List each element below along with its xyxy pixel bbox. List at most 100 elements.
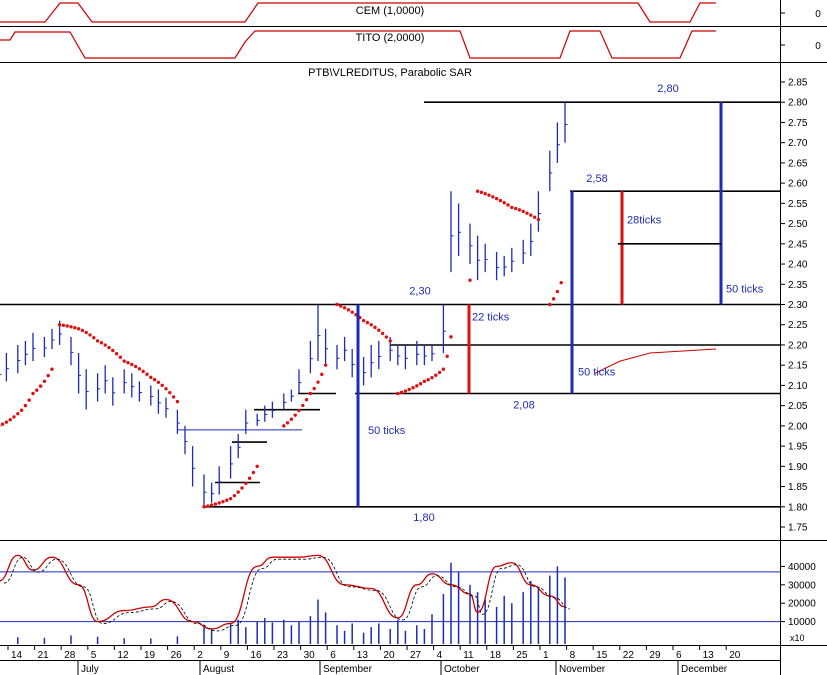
sar-dot [0, 422, 5, 426]
lower-y-axis-tick-label: 40000 [788, 562, 816, 573]
y-axis-tick-label: 2.45 [788, 239, 808, 250]
x-axis-day-label: 20 [383, 650, 395, 661]
y-axis-tick-label: 2.50 [788, 219, 808, 230]
lower-y-axis-tick-label: 10000 [788, 617, 816, 628]
sar-dot [232, 493, 237, 498]
sar-dot [209, 503, 214, 507]
sar-dot [384, 335, 389, 339]
sar-dot [42, 379, 47, 383]
sar-dot [23, 403, 28, 408]
sar-dot [468, 278, 472, 282]
sar-dot [130, 362, 134, 367]
sar-dot [289, 417, 294, 421]
sar-dot [529, 213, 533, 217]
x-axis-day-label: 16 [250, 650, 262, 661]
volume-bars [17, 562, 566, 644]
sar-dot [141, 369, 145, 374]
y-axis-tick-label: 2.75 [788, 118, 808, 129]
sar-dot [122, 359, 126, 363]
y-axis-tick-label: 2.25 [788, 320, 808, 331]
chart-annotation: 50 ticks [368, 425, 406, 437]
sar-dot [418, 381, 423, 386]
x-axis-day-label: 26 [171, 650, 183, 661]
x-axis-day-label: 12 [117, 650, 129, 661]
sar-dot [168, 390, 172, 395]
y-axis-tick-label: 2.10 [788, 381, 808, 392]
x-axis-day-label: 8 [570, 650, 576, 661]
sar-dot [449, 335, 453, 339]
sar-dot [50, 367, 54, 371]
x-axis-day-label: 29 [649, 650, 661, 661]
sar-dot [57, 323, 62, 327]
sar-dot [61, 323, 66, 327]
sar-dot [407, 387, 411, 392]
sar-dot [551, 297, 556, 301]
chart-annotation: 50 ticks [578, 366, 616, 378]
sar-dot [548, 302, 552, 307]
y-axis-tick-label: 2.60 [788, 179, 808, 190]
cem-panel: CEM (1,0000) 0 [0, 2, 821, 23]
x-axis-day-label: 28 [64, 650, 76, 661]
sar-dot [293, 413, 297, 417]
sar-dot [213, 502, 218, 506]
sar-dot [491, 195, 495, 199]
sar-dot [99, 341, 104, 345]
x-axis-day-label: 4 [437, 650, 443, 661]
sar-dot [335, 302, 339, 307]
chart-annotation: 2,08 [513, 400, 534, 412]
lower-y-axis-tick-label: 30000 [788, 580, 816, 591]
sar-dot [285, 421, 290, 425]
main-panel: PTB\VLREDITUS, Parabolic SAR 1.75 1.80 1.8… [0, 67, 808, 534]
sar-dot [206, 504, 210, 508]
sar-dot [35, 388, 39, 392]
cem-indicator-line [0, 2, 716, 23]
sar-dot [175, 399, 180, 404]
x-axis-month-label: August [203, 664, 234, 675]
y-axis-tick-label: 2.20 [788, 340, 808, 351]
sar-dot [369, 323, 373, 327]
parabolic-sar-dots [0, 189, 563, 509]
sar-dot [133, 364, 138, 369]
y-axis-tick-label: 1.90 [788, 462, 808, 473]
lower-y-axis-tick-label: 20000 [788, 599, 816, 610]
sar-dot [84, 330, 88, 335]
sar-dot [73, 326, 77, 330]
cem-panel-label: CEM (1,0000) [356, 5, 424, 17]
sar-dot [4, 420, 9, 424]
y-axis-tick-label: 2.85 [788, 78, 808, 89]
x-axis-day-label: 20 [729, 650, 741, 661]
x-axis-day-label: 5 [91, 650, 97, 661]
y-axis-tick-label: 1.95 [788, 442, 808, 453]
sar-dot [282, 424, 286, 428]
sar-dot [221, 499, 225, 504]
sar-dot [236, 490, 240, 494]
x-axis-day-label: 27 [410, 650, 422, 661]
sar-dot [498, 198, 503, 203]
sar-dot [160, 383, 164, 388]
sar-dot [536, 217, 541, 222]
tito-indicator-line [0, 30, 716, 59]
y-axis-tick-label: 2.00 [788, 421, 808, 432]
sar-dot [437, 370, 442, 375]
sar-dot [320, 372, 324, 377]
sar-dot [251, 470, 256, 475]
sar-dot [426, 378, 430, 382]
lower-y-axis: 10000 20000 30000 40000 [0, 562, 816, 628]
x-axis-day-label: 11 [463, 650, 474, 661]
x-axis-day-label: 6 [676, 650, 682, 661]
chart-annotation: 22 ticks [472, 312, 510, 324]
sar-dot [525, 211, 529, 215]
sar-dot [308, 391, 313, 396]
lower-unit-label: x10 [790, 633, 805, 643]
y-axis-tick-label: 2.30 [788, 300, 808, 311]
x-axis-day-label: 21 [38, 650, 50, 661]
tito-panel-label: TITO (2,0000) [356, 32, 425, 44]
sar-dot [107, 345, 111, 350]
x-axis-month-label: October [444, 664, 480, 675]
x-axis-day-label: 25 [516, 650, 528, 661]
sar-dot [16, 412, 20, 416]
sar-dot [297, 408, 301, 413]
y-axis-tick-label: 2.80 [788, 98, 808, 109]
sar-dot [422, 379, 427, 384]
